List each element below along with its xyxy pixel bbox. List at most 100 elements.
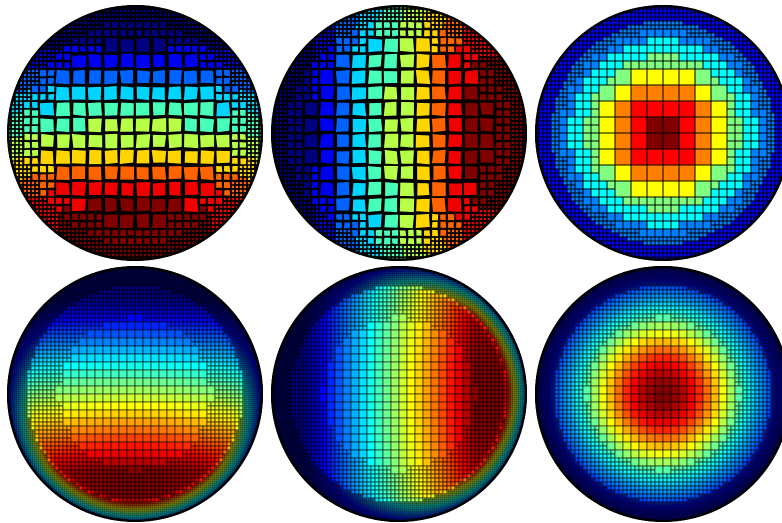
- mesh-cell: [354, 240, 360, 246]
- mesh-cell: [566, 188, 572, 194]
- mesh-cell: [622, 28, 628, 34]
- mesh-cell: [562, 176, 568, 182]
- mesh-cell: [234, 184, 240, 190]
- mesh-cell: [330, 32, 336, 38]
- mesh-cell: [38, 337, 44, 343]
- mesh-cell: [366, 12, 372, 18]
- mesh-cell: [606, 76, 616, 86]
- mesh-cell: [295, 148, 304, 158]
- mesh-cell: [134, 229, 144, 238]
- mesh-cell: [94, 240, 100, 246]
- mesh-cell: [38, 220, 44, 226]
- mesh-cell: [78, 12, 84, 18]
- mesh-cell: [610, 20, 616, 26]
- mesh-cell: [110, 236, 120, 246]
- mesh-cell: [758, 176, 764, 182]
- mesh-cell: [214, 220, 220, 226]
- mesh-cell: [446, 228, 452, 234]
- mesh-cell: [694, 32, 700, 38]
- mesh-cell: [366, 197, 383, 214]
- mesh-cell: [58, 32, 64, 38]
- mesh-cell: [574, 164, 584, 174]
- mesh-cell: [487, 92, 496, 102]
- mesh-cell: [282, 132, 288, 138]
- mesh-cell: [18, 104, 24, 110]
- mesh-cell: [298, 44, 304, 50]
- mesh-cell: [54, 325, 60, 331]
- mesh-cell: [470, 36, 476, 42]
- mesh-cell: [390, 21, 400, 30]
- mesh-cell: [590, 48, 596, 54]
- mesh-cell: [514, 132, 520, 138]
- mesh-cell: [570, 224, 576, 230]
- mesh-cell: [734, 60, 744, 70]
- mesh-cell: [386, 12, 392, 18]
- mesh-cell: [702, 32, 708, 38]
- mesh-cell: [406, 16, 412, 22]
- mesh-cell: [754, 208, 760, 214]
- mesh-cell: [678, 60, 688, 70]
- mesh-cell: [199, 149, 216, 166]
- mesh-cell: [662, 196, 672, 206]
- mesh-cell: [694, 24, 700, 30]
- mesh-cell: [566, 68, 572, 74]
- mesh-cell: [590, 108, 600, 118]
- mesh-cell: [538, 112, 544, 118]
- mesh-cell: [586, 36, 592, 42]
- mesh-cell: [122, 285, 128, 291]
- mesh-cell: [434, 20, 440, 26]
- mesh-cell: [606, 212, 616, 222]
- mesh-cell: [570, 196, 576, 202]
- mesh-cell: [14, 140, 20, 146]
- mesh-cell: [46, 76, 56, 86]
- mesh-cell: [122, 301, 128, 307]
- mesh-cell: [230, 44, 236, 50]
- mesh-cell: [462, 32, 468, 38]
- mesh-cell: [250, 136, 256, 142]
- mesh-cell: [582, 60, 592, 70]
- mesh-cell: [358, 212, 368, 222]
- mesh-cell: [546, 172, 552, 178]
- mesh-cell: [410, 16, 416, 22]
- mesh-cell: [462, 196, 471, 206]
- mesh-cell: [318, 224, 324, 230]
- mesh-cell: [554, 160, 560, 166]
- mesh-cell: [754, 200, 760, 206]
- mesh-cell: [442, 8, 448, 14]
- mesh-cell: [750, 204, 756, 210]
- mesh-cell: [446, 53, 462, 70]
- mesh-cell: [590, 188, 600, 198]
- mesh-cell: [570, 36, 576, 42]
- mesh-cell: [446, 149, 463, 166]
- mesh-cell: [454, 28, 460, 34]
- mesh-cell: [46, 44, 52, 50]
- mesh-cell: [358, 20, 364, 26]
- mesh-cell: [146, 252, 152, 258]
- mesh-cell: [582, 172, 592, 182]
- mesh-cell: [342, 232, 348, 238]
- mesh-cell: [238, 188, 244, 194]
- mesh-cell: [642, 20, 648, 26]
- mesh-cell: [94, 301, 100, 307]
- mesh-cell: [554, 152, 560, 158]
- mesh-cell: [18, 144, 24, 150]
- mesh-cell: [278, 164, 284, 170]
- mesh-cell: [494, 80, 500, 86]
- mesh-cell: [166, 240, 172, 246]
- mesh-cell: [46, 48, 52, 54]
- mesh-cell: [466, 220, 472, 226]
- mesh-cell: [254, 132, 260, 138]
- mesh-cell: [103, 181, 120, 197]
- mesh-cell: [646, 220, 656, 230]
- mesh-cell: [350, 8, 356, 14]
- mesh-cell: [42, 48, 48, 54]
- mesh-cell: [670, 252, 676, 258]
- mesh-cell: [430, 236, 436, 242]
- mesh-cell: [326, 224, 332, 230]
- mesh-cell: [550, 180, 556, 186]
- mesh-cell: [766, 92, 772, 98]
- mesh-cell: [318, 216, 324, 222]
- mesh-cell: [490, 196, 496, 202]
- mesh-cell: [310, 212, 316, 218]
- mesh-cell: [42, 208, 48, 214]
